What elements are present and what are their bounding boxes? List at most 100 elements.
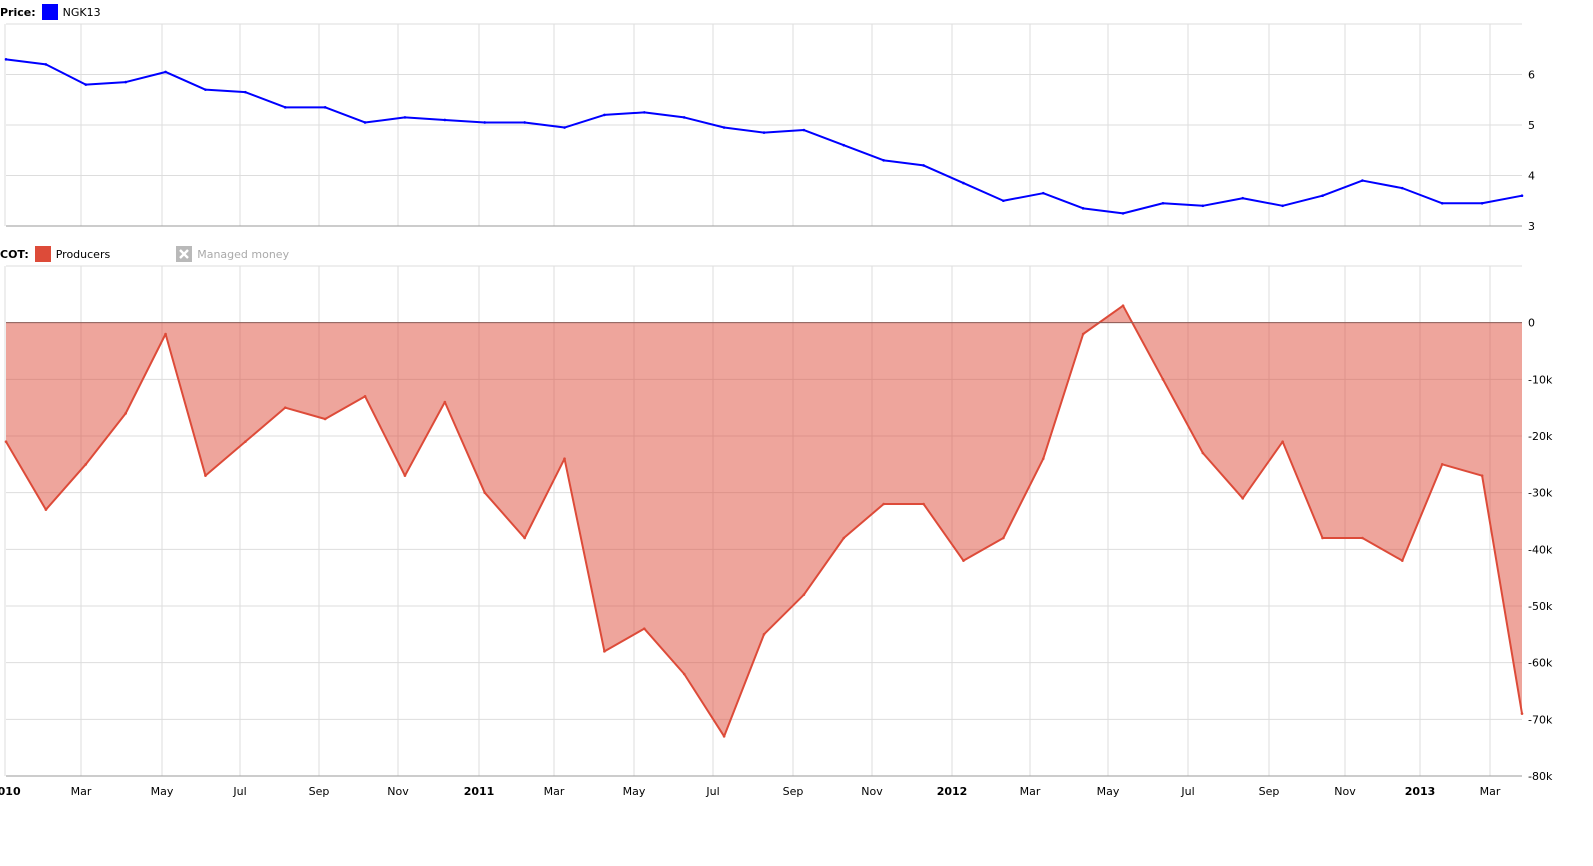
x-tick-label: Mar [71, 785, 92, 798]
producers-legend-label: Producers [55, 247, 111, 261]
producers-point [1480, 474, 1484, 477]
ngk13-price-point [1281, 204, 1284, 208]
ngk13-price-point [1361, 179, 1364, 182]
producers-point [682, 672, 686, 676]
producers-point [1201, 451, 1205, 455]
producers-point [1241, 497, 1245, 500]
x-tick-label: May [151, 785, 174, 798]
x-tick-label: Jul [232, 785, 246, 798]
ngk13-price-point [1081, 207, 1085, 210]
x-tick-label: May [623, 785, 646, 798]
producers-point [1361, 536, 1364, 540]
ngk13-price-point [403, 116, 407, 119]
ngk13-price-point [1041, 191, 1045, 195]
producers-area [6, 305, 1522, 737]
cot-legend-item-managed-money[interactable]: Managed money [176, 246, 289, 262]
x-tick-label: Mar [1480, 785, 1501, 798]
price-y-tick-label: 3 [1528, 220, 1535, 233]
producers-point [443, 400, 447, 404]
ngk13-price-point [603, 113, 606, 117]
producers-point [1440, 463, 1444, 466]
producers-point [722, 735, 726, 738]
producers-point [363, 395, 367, 398]
cot-panel: 0 -10k -20k -30k -40k -50k -60k -70k -80k [4, 265, 1553, 783]
producers-point [403, 474, 407, 477]
ngk13-price-point [44, 63, 48, 66]
ngk13-price-point [204, 88, 207, 91]
ngk13-price-point [124, 80, 127, 84]
producers-point [922, 502, 925, 506]
producers-point [124, 412, 127, 415]
cot-legend: COT: Producers Managed money [0, 246, 314, 262]
producers-point [1281, 440, 1284, 443]
x-tick-label: Sep [1259, 785, 1280, 798]
cot-y-tick-label: -20k [1528, 430, 1553, 443]
ngk13-price-point [722, 126, 726, 129]
ngk13-price-point [283, 106, 287, 109]
producers-point [283, 406, 287, 409]
ngk13-price-point [682, 116, 686, 119]
x-tick-label: Nov [387, 785, 409, 798]
ngk13-price-point [1321, 194, 1324, 197]
ngk13-color-swatch [41, 4, 58, 20]
producers-point [323, 417, 327, 421]
x-tick-label: Mar [544, 785, 565, 798]
ngk13-price-point [1161, 201, 1165, 205]
x-axis: 2010 Mar May Jul Sep Nov 2011 Mar May Jul Sep Nov 20… [0, 775, 1522, 798]
ngk13-price-point [4, 58, 8, 61]
cot-y-tick-label: -80k [1528, 770, 1553, 783]
producers-point [164, 332, 167, 336]
x-tick-label: Jul [1180, 785, 1194, 798]
x-tick-label: Sep [309, 785, 330, 798]
cot-y-tick-label: -60k [1528, 657, 1553, 670]
x-tick-label: 2012 [937, 785, 968, 798]
producers-point [1041, 457, 1045, 460]
ngk13-price-point [882, 159, 885, 162]
producers-point [802, 593, 806, 596]
ngk13-price-point [643, 111, 646, 114]
cot-y-tick-label: -50k [1528, 600, 1553, 613]
producers-point [563, 457, 566, 460]
price-y-tick-label: 5 [1528, 119, 1535, 132]
x-tick-label: 2013 [1405, 785, 1436, 798]
producers-point [1121, 304, 1125, 307]
producers-point [1520, 712, 1524, 715]
price-panel: 3 4 5 6 [4, 23, 1535, 233]
ngk13-price-point [483, 121, 487, 124]
cot-y-tick-label: 0 [1528, 317, 1535, 330]
ngk13-legend-label: NGK13 [62, 5, 101, 19]
ngk13-price-point [1241, 196, 1245, 200]
ngk13-price-point [1440, 201, 1444, 205]
producers-point [523, 536, 526, 540]
cot-y-tick-label: -40k [1528, 543, 1553, 556]
price-legend: Price: NGK13 [0, 4, 126, 20]
ngk13-price-point [802, 128, 806, 132]
producers-point [603, 650, 606, 653]
x-tick-label: Sep [783, 785, 804, 798]
producers-point [244, 440, 247, 443]
ngk13-price-point [563, 126, 566, 129]
ngk13-price-point [1201, 204, 1205, 208]
ngk13-price-point [244, 90, 247, 94]
producers-point [1081, 332, 1085, 336]
x-tick-label: 2010 [0, 785, 21, 798]
cot-y-tick-label: -70k [1528, 713, 1553, 726]
cot-y-tick-label: -30k [1528, 487, 1553, 500]
cot-legend-label: COT: [0, 247, 29, 261]
price-legend-item-ngk13[interactable]: NGK13 [41, 4, 101, 20]
ngk13-price-point [1520, 194, 1524, 197]
cot-legend-item-producers[interactable]: Producers [34, 246, 111, 262]
producers-point [1401, 559, 1404, 562]
producers-point [4, 440, 8, 443]
ngk13-price-point [962, 181, 965, 185]
producers-point [483, 491, 487, 494]
x-tick-label: Mar [1020, 785, 1041, 798]
ngk13-price-point [1121, 212, 1125, 215]
x-tick-label: 2011 [464, 785, 495, 798]
ngk13-price-point [443, 118, 447, 122]
ngk13-price-point [523, 121, 526, 124]
price-y-tick-label: 4 [1528, 170, 1535, 183]
x-tick-label: Nov [1334, 785, 1356, 798]
price-y-tick-label: 6 [1528, 69, 1535, 82]
